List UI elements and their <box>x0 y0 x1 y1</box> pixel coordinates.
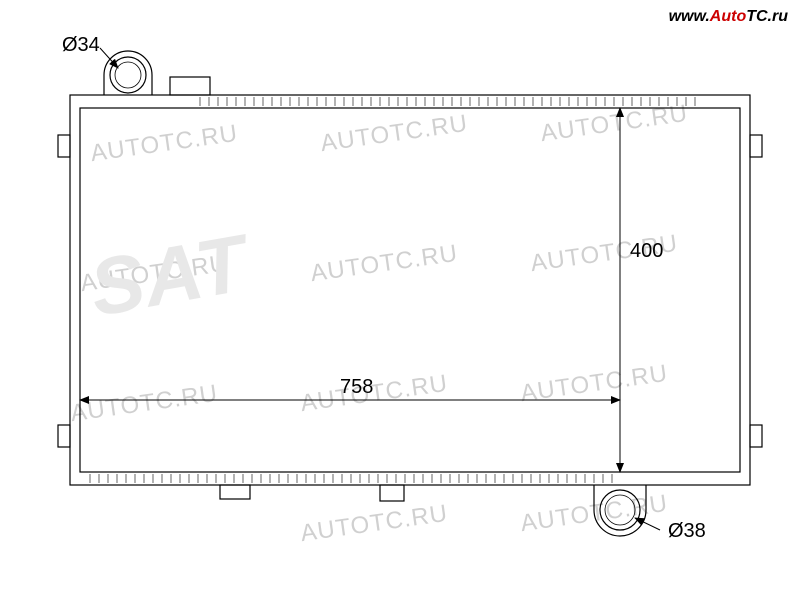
outlet-port <box>600 490 640 530</box>
outlet-diameter-label: Ø38 <box>668 520 706 543</box>
outlet-mount <box>594 485 646 536</box>
radiator-outer <box>70 95 750 485</box>
leader-line <box>100 48 118 68</box>
radiator-drawing <box>0 0 800 600</box>
width-dimension-label: 758 <box>340 376 373 399</box>
outlet-port-inner <box>605 495 635 525</box>
height-dimension-label: 400 <box>630 240 663 263</box>
inlet-diameter-label: Ø34 <box>62 34 100 57</box>
radiator-core <box>80 108 740 472</box>
top-tank-details <box>170 77 695 106</box>
inlet-port-inner <box>115 62 141 88</box>
bottom-tank-details <box>90 474 612 501</box>
